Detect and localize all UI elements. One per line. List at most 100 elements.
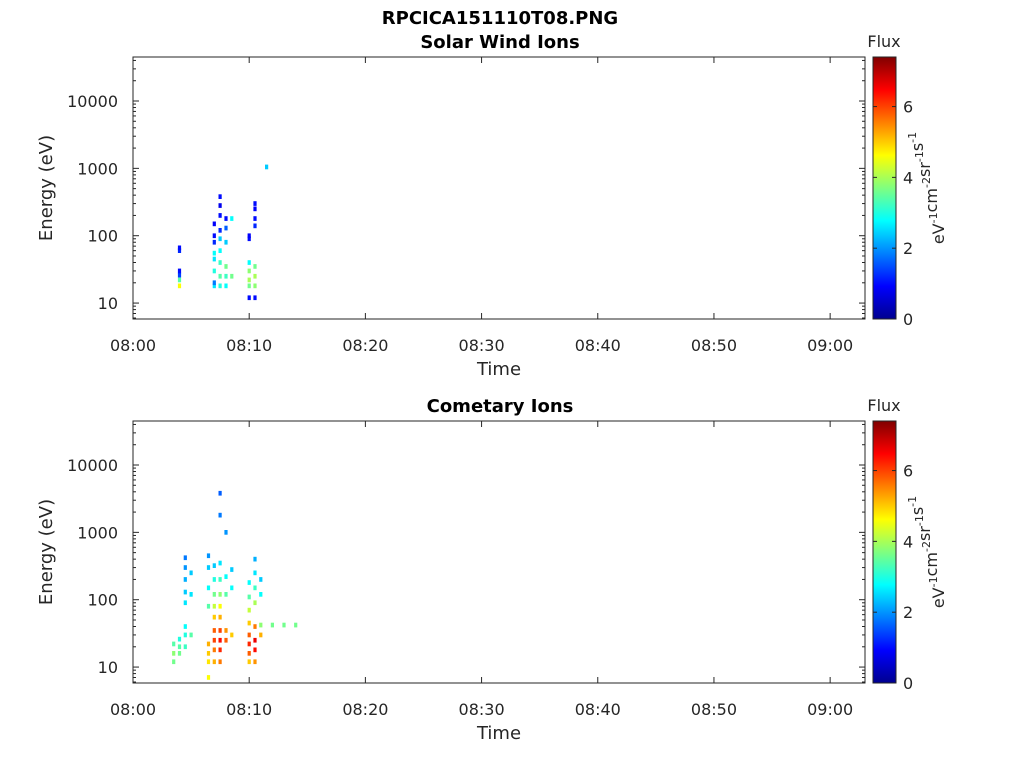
heatmap-cell [253, 600, 257, 606]
heatmap-cell [183, 644, 187, 650]
heatmap-cell [247, 260, 251, 265]
x-tick-label: 08:40 [575, 700, 621, 719]
heatmap-cell [253, 223, 257, 229]
heatmap-cell [183, 624, 187, 629]
heatmap-cell [177, 651, 182, 656]
colorbar-tick-label: 0 [903, 310, 913, 329]
heatmap-cell [183, 565, 187, 570]
heatmap-cell [247, 268, 251, 274]
cometary-ions-colorbar-ticks: 0 2 4 6 [873, 462, 913, 693]
colorbar-unit-base: cm [922, 188, 941, 212]
solar-wind-ions-x-axis: 08:00 08:10 08:20 08:30 08:40 08:50 09:00 [110, 57, 853, 355]
heatmap-cell [253, 647, 257, 653]
x-tick-label: 08:20 [342, 700, 388, 719]
y-tick-label: 10000 [67, 92, 118, 111]
solar-wind-ions-x-label: Time [476, 359, 521, 380]
heatmap-cell [183, 577, 187, 582]
heatmap-cell [206, 641, 211, 647]
heatmap-cell [177, 268, 182, 274]
colorbar-unit-exponent: -1 [913, 151, 926, 162]
colorbar-unit-base: sr [915, 162, 934, 177]
heatmap-cell [247, 641, 251, 647]
solar-wind-ions-plot-frame [132, 56, 866, 320]
heatmap-cell [253, 206, 257, 212]
heatmap-cell [218, 603, 222, 609]
heatmap-cell [259, 622, 263, 628]
x-tick-label: 08:50 [691, 336, 737, 355]
colorbar-unit-base: eV [929, 587, 948, 608]
heatmap-cell [212, 592, 216, 597]
heatmap-cell [218, 260, 222, 265]
heatmap-cell [247, 620, 251, 626]
cometary-ions-heatmap [172, 490, 298, 680]
colorbar-unit-exponent: -1 [927, 212, 940, 223]
y-tick-label: 1000 [77, 523, 118, 542]
heatmap-cell [270, 622, 274, 628]
heatmap-cell [230, 216, 234, 221]
colorbar-unit-base: s [908, 507, 927, 515]
heatmap-cell [247, 277, 251, 283]
heatmap-cell [212, 637, 216, 643]
heatmap-cell [218, 614, 222, 620]
heatmap-cell [265, 164, 269, 170]
solar-wind-ions-y-axis: 10 100 1000 10000 [67, 59, 865, 319]
cometary-ions-x-label: Time [476, 723, 521, 744]
heatmap-cell [253, 637, 257, 643]
cometary-ions-plot-frame [132, 420, 866, 684]
heatmap-cell [224, 530, 228, 535]
heatmap-cell [212, 603, 216, 609]
heatmap-cell [218, 659, 222, 665]
heatmap-cell [177, 272, 182, 278]
figure-filename-title: RPCICA151110T08.PNG [382, 8, 618, 29]
heatmap-cell [259, 632, 263, 638]
heatmap-cell [218, 236, 222, 242]
x-tick-label: 08:30 [459, 336, 505, 355]
x-tick-label: 08:20 [342, 336, 388, 355]
y-tick-label: 10 [98, 294, 118, 313]
heatmap-cell [247, 651, 251, 656]
heatmap-cell [253, 201, 257, 206]
y-tick-label: 10 [98, 658, 118, 677]
solar-wind-ions-colorbar-ticks: 0 2 4 6 [873, 98, 913, 329]
heatmap-cell [224, 574, 228, 579]
colorbar-unit-exponent: -2 [920, 541, 933, 552]
heatmap-cell [183, 600, 187, 606]
heatmap-cell [218, 228, 222, 233]
x-tick-label: 08:00 [110, 336, 156, 355]
heatmap-cell [224, 637, 228, 643]
colorbar-unit-base: cm [922, 552, 941, 576]
heatmap-cell [212, 283, 216, 289]
heatmap-cell [247, 632, 251, 638]
heatmap-cell [230, 585, 234, 591]
heatmap-cell [172, 651, 176, 656]
heatmap-cell [224, 216, 228, 221]
heatmap-cell [218, 490, 222, 496]
heatmap-cell [206, 651, 211, 656]
heatmap-cell [247, 580, 251, 585]
solar-wind-ions-y-label: Energy (eV) [36, 135, 57, 241]
heatmap-cell [224, 225, 228, 231]
heatmap-cell [218, 628, 222, 633]
heatmap-cell [218, 577, 222, 582]
heatmap-cell [206, 553, 211, 559]
y-tick-label: 100 [87, 591, 118, 610]
x-tick-label: 08:00 [110, 700, 156, 719]
heatmap-cell [183, 632, 187, 638]
colorbar-tick-label: 6 [903, 98, 913, 117]
heatmap-cell [212, 233, 216, 239]
heatmap-cell [189, 592, 193, 597]
heatmap-cell [218, 592, 222, 597]
heatmap-cell [253, 216, 257, 221]
colorbar-unit-exponent: -1 [906, 496, 919, 507]
solar-wind-ions-heatmap [177, 164, 269, 301]
colorbar-unit-base: s [908, 143, 927, 151]
heatmap-cell [206, 565, 211, 570]
heatmap-cell [224, 283, 228, 289]
heatmap-cell [218, 647, 222, 653]
heatmap-cell [253, 624, 257, 629]
heatmap-cell [206, 675, 211, 680]
cometary-ions-y-label: Energy (eV) [36, 499, 57, 605]
cometary-ions-colorbar-unit: eV-1cm-2sr-1s-1 [906, 496, 948, 608]
